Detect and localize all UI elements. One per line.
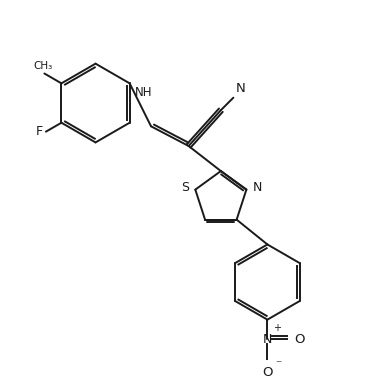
Text: O: O	[262, 366, 273, 379]
Text: N: N	[253, 181, 262, 194]
Text: S: S	[181, 181, 189, 194]
Text: N: N	[263, 333, 272, 346]
Text: F: F	[36, 125, 43, 138]
Text: N: N	[236, 82, 246, 95]
Text: +: +	[274, 323, 281, 333]
Text: NH: NH	[135, 86, 152, 99]
Text: O: O	[294, 333, 305, 346]
Text: ⁻: ⁻	[275, 358, 282, 371]
Text: CH₃: CH₃	[33, 61, 52, 70]
